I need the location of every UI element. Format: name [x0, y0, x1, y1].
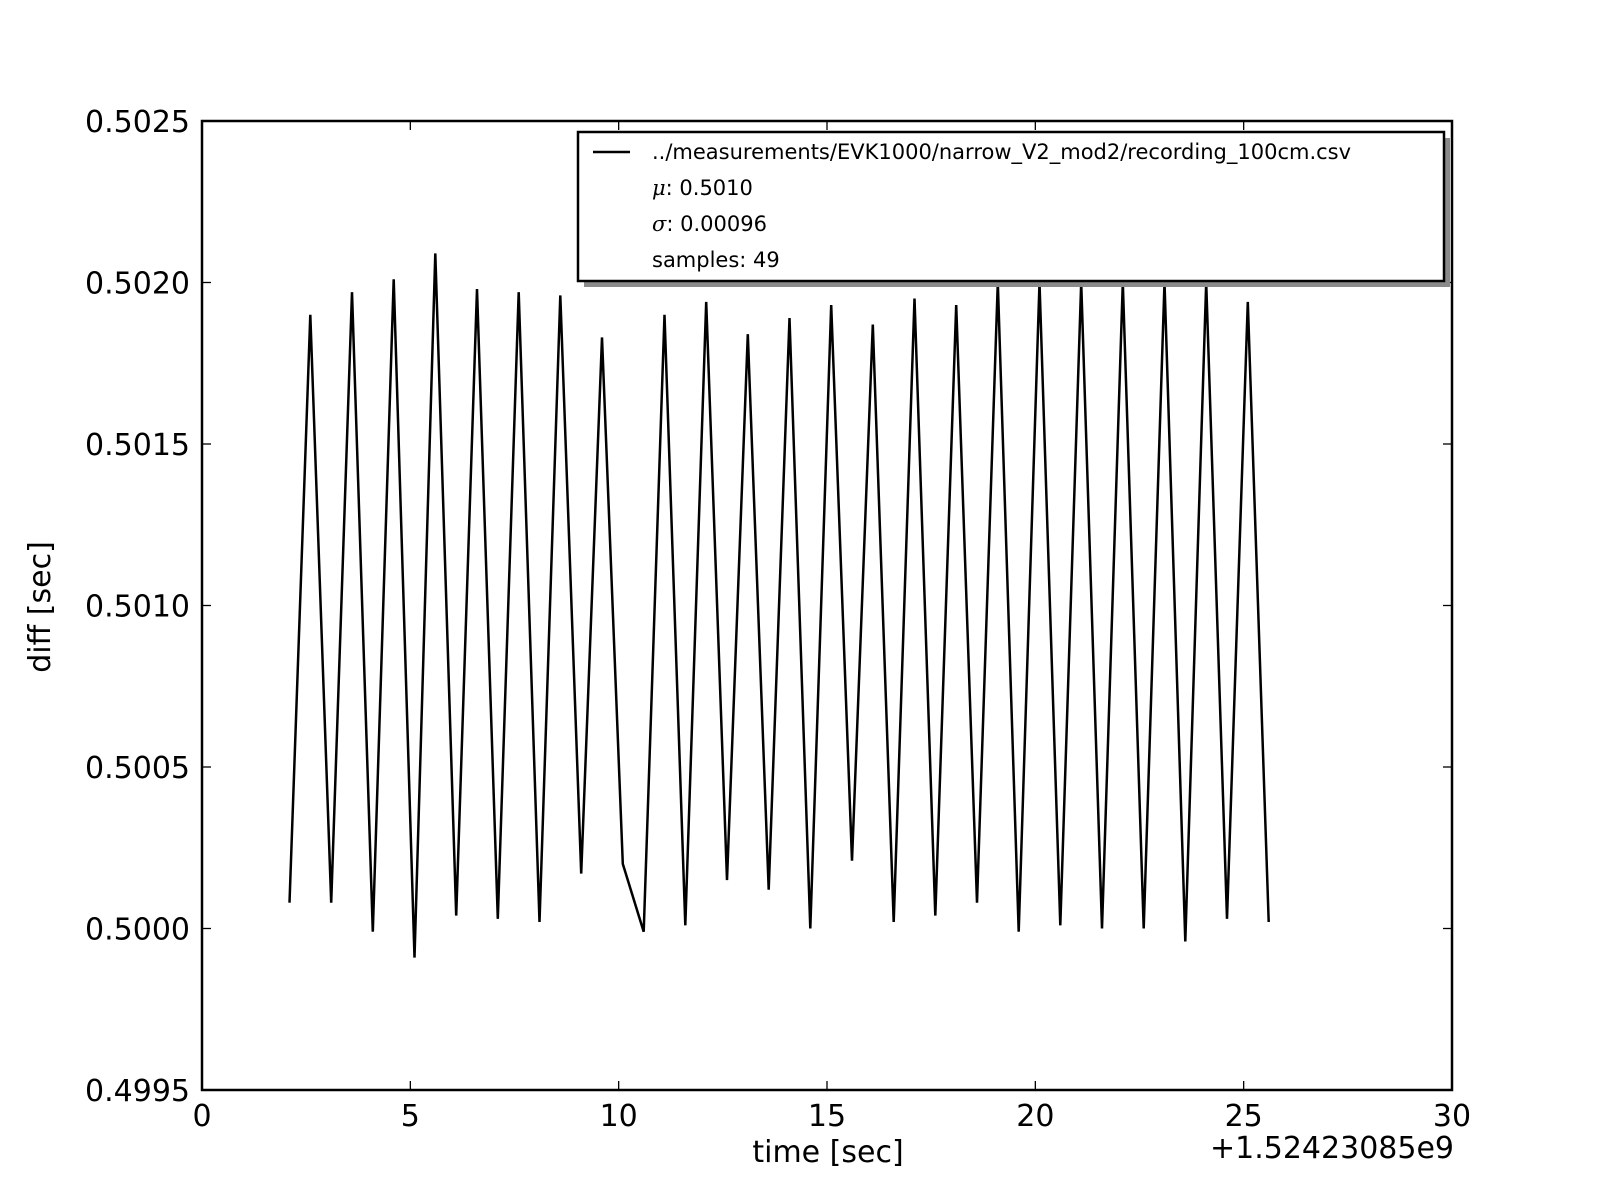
- y-tick-label: 0.5025: [85, 105, 190, 140]
- y-tick-label: 0.5015: [85, 428, 190, 463]
- y-tick-label: 0.5000: [85, 913, 190, 948]
- series-line: [288, 253, 1270, 958]
- axis-tick-labels: 0 5 10 15 20 25 30 0.4995 0.5000 0.5005 0.5010 0.50…: [85, 105, 1471, 1134]
- x-tick-label: 10: [600, 1099, 638, 1134]
- plot-area: [288, 253, 1270, 958]
- legend-sigma-entry: σ: 0.00096: [652, 212, 767, 236]
- legend-mu-value: : 0.5010: [666, 176, 753, 200]
- legend-mu-symbol: μ: [652, 176, 666, 200]
- x-tick-label: 30: [1433, 1099, 1471, 1134]
- x-tick-label: 5: [401, 1099, 420, 1134]
- legend-mu-entry: μ: 0.5010: [652, 176, 753, 200]
- legend-samples: samples: 49: [652, 248, 780, 272]
- plot-frame: [200, 119, 1454, 1092]
- y-tick-label: 0.5005: [85, 751, 190, 786]
- y-axis-label: diff [sec]: [23, 541, 58, 673]
- x-tick-label: 0: [192, 1099, 211, 1134]
- legend-box: [576, 130, 1446, 283]
- x-tick-label: 15: [808, 1099, 846, 1134]
- x-axis-label: time [sec]: [752, 1135, 903, 1170]
- y-tick-label: 0.5010: [85, 590, 190, 625]
- legend: ../measurements/EVK1000/narrow_V2_mod2/r…: [576, 130, 1450, 287]
- x-axis-offset-label: +1.52423085e9: [1210, 1131, 1454, 1166]
- y-tick-label: 0.5020: [85, 267, 190, 302]
- legend-series-name: ../measurements/EVK1000/narrow_V2_mod2/r…: [652, 140, 1351, 165]
- legend-sigma-value: : 0.00096: [666, 212, 767, 236]
- x-tick-label: 20: [1016, 1099, 1054, 1134]
- y-tick-label: 0.4995: [85, 1074, 190, 1109]
- x-tick-label: 25: [1225, 1099, 1263, 1134]
- legend-sigma-symbol: σ: [652, 212, 667, 236]
